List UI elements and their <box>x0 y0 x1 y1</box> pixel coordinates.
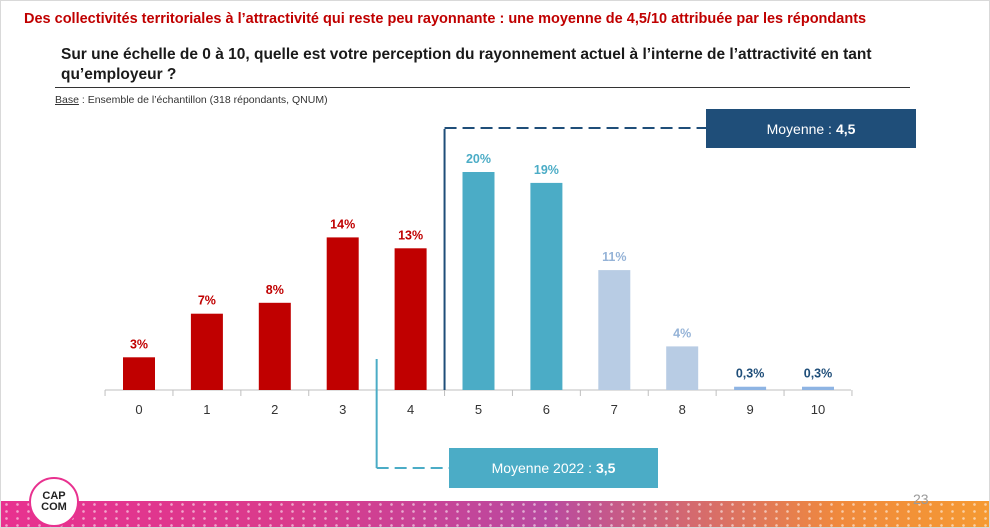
bar-10 <box>802 386 834 390</box>
data-label-6: 19% <box>534 163 559 177</box>
mean-2022-value: 3,5 <box>595 460 616 476</box>
data-label-10: 0,3% <box>804 367 833 381</box>
data-label-8: 4% <box>673 326 691 340</box>
x-tick-label-8: 8 <box>679 402 686 417</box>
bar-1 <box>190 313 223 390</box>
x-tick-label-7: 7 <box>611 402 618 417</box>
x-tick-label-9: 9 <box>746 402 753 417</box>
mean-value: 4,5 <box>835 120 856 137</box>
data-label-2: 8% <box>266 283 284 297</box>
mean-2022-label: Moyenne 2022 : <box>491 460 592 476</box>
x-tick-label-1: 1 <box>203 402 210 417</box>
data-label-1: 7% <box>198 294 216 308</box>
base-note: Base : Ensemble de l’échantillon (318 ré… <box>55 94 328 106</box>
bar-7 <box>598 270 631 390</box>
mean-callout: Moyenne :4,5 <box>706 109 916 148</box>
x-tick-label-3: 3 <box>339 402 346 417</box>
question-title: Sur une échelle de 0 à 10, quelle est vo… <box>61 46 872 83</box>
x-tick-label-6: 6 <box>543 402 550 417</box>
bar-8 <box>666 346 699 390</box>
x-tick-label-5: 5 <box>475 402 482 417</box>
base-label: Base <box>55 94 79 106</box>
bar-2 <box>258 302 291 390</box>
x-tick-label-0: 0 <box>135 402 142 417</box>
logo-line-2: COM <box>41 501 67 513</box>
bar-5 <box>462 172 495 390</box>
logo-line-1: CAP <box>42 490 66 502</box>
bar-9 <box>734 386 767 390</box>
footer-dots <box>1 501 989 527</box>
data-label-7: 11% <box>602 250 626 264</box>
bar-0 <box>123 357 155 390</box>
data-label-3: 14% <box>330 217 355 231</box>
base-text: : Ensemble de l’échantillon (318 réponda… <box>78 94 328 106</box>
mean-label: Moyenne : <box>766 120 832 137</box>
title-rule <box>55 87 910 88</box>
capcom-logo: CAP COM <box>29 477 79 527</box>
x-tick-label-2: 2 <box>271 402 278 417</box>
footer-band <box>1 501 989 527</box>
headline: Des collectivités territoriales à l’attr… <box>24 11 867 27</box>
page-number: 23 <box>913 491 929 507</box>
data-label-0: 3% <box>130 337 148 351</box>
data-label-9: 0,3% <box>736 367 765 381</box>
data-label-4: 13% <box>398 228 423 242</box>
x-tick-label-10: 10 <box>811 402 825 417</box>
x-tick-label-4: 4 <box>407 402 414 417</box>
data-label-5: 20% <box>466 152 491 166</box>
mean-2022-callout: Moyenne 2022 :3,5 <box>449 448 658 488</box>
bar-6 <box>530 182 563 390</box>
bar-3 <box>326 237 359 390</box>
bar-4 <box>394 248 427 390</box>
